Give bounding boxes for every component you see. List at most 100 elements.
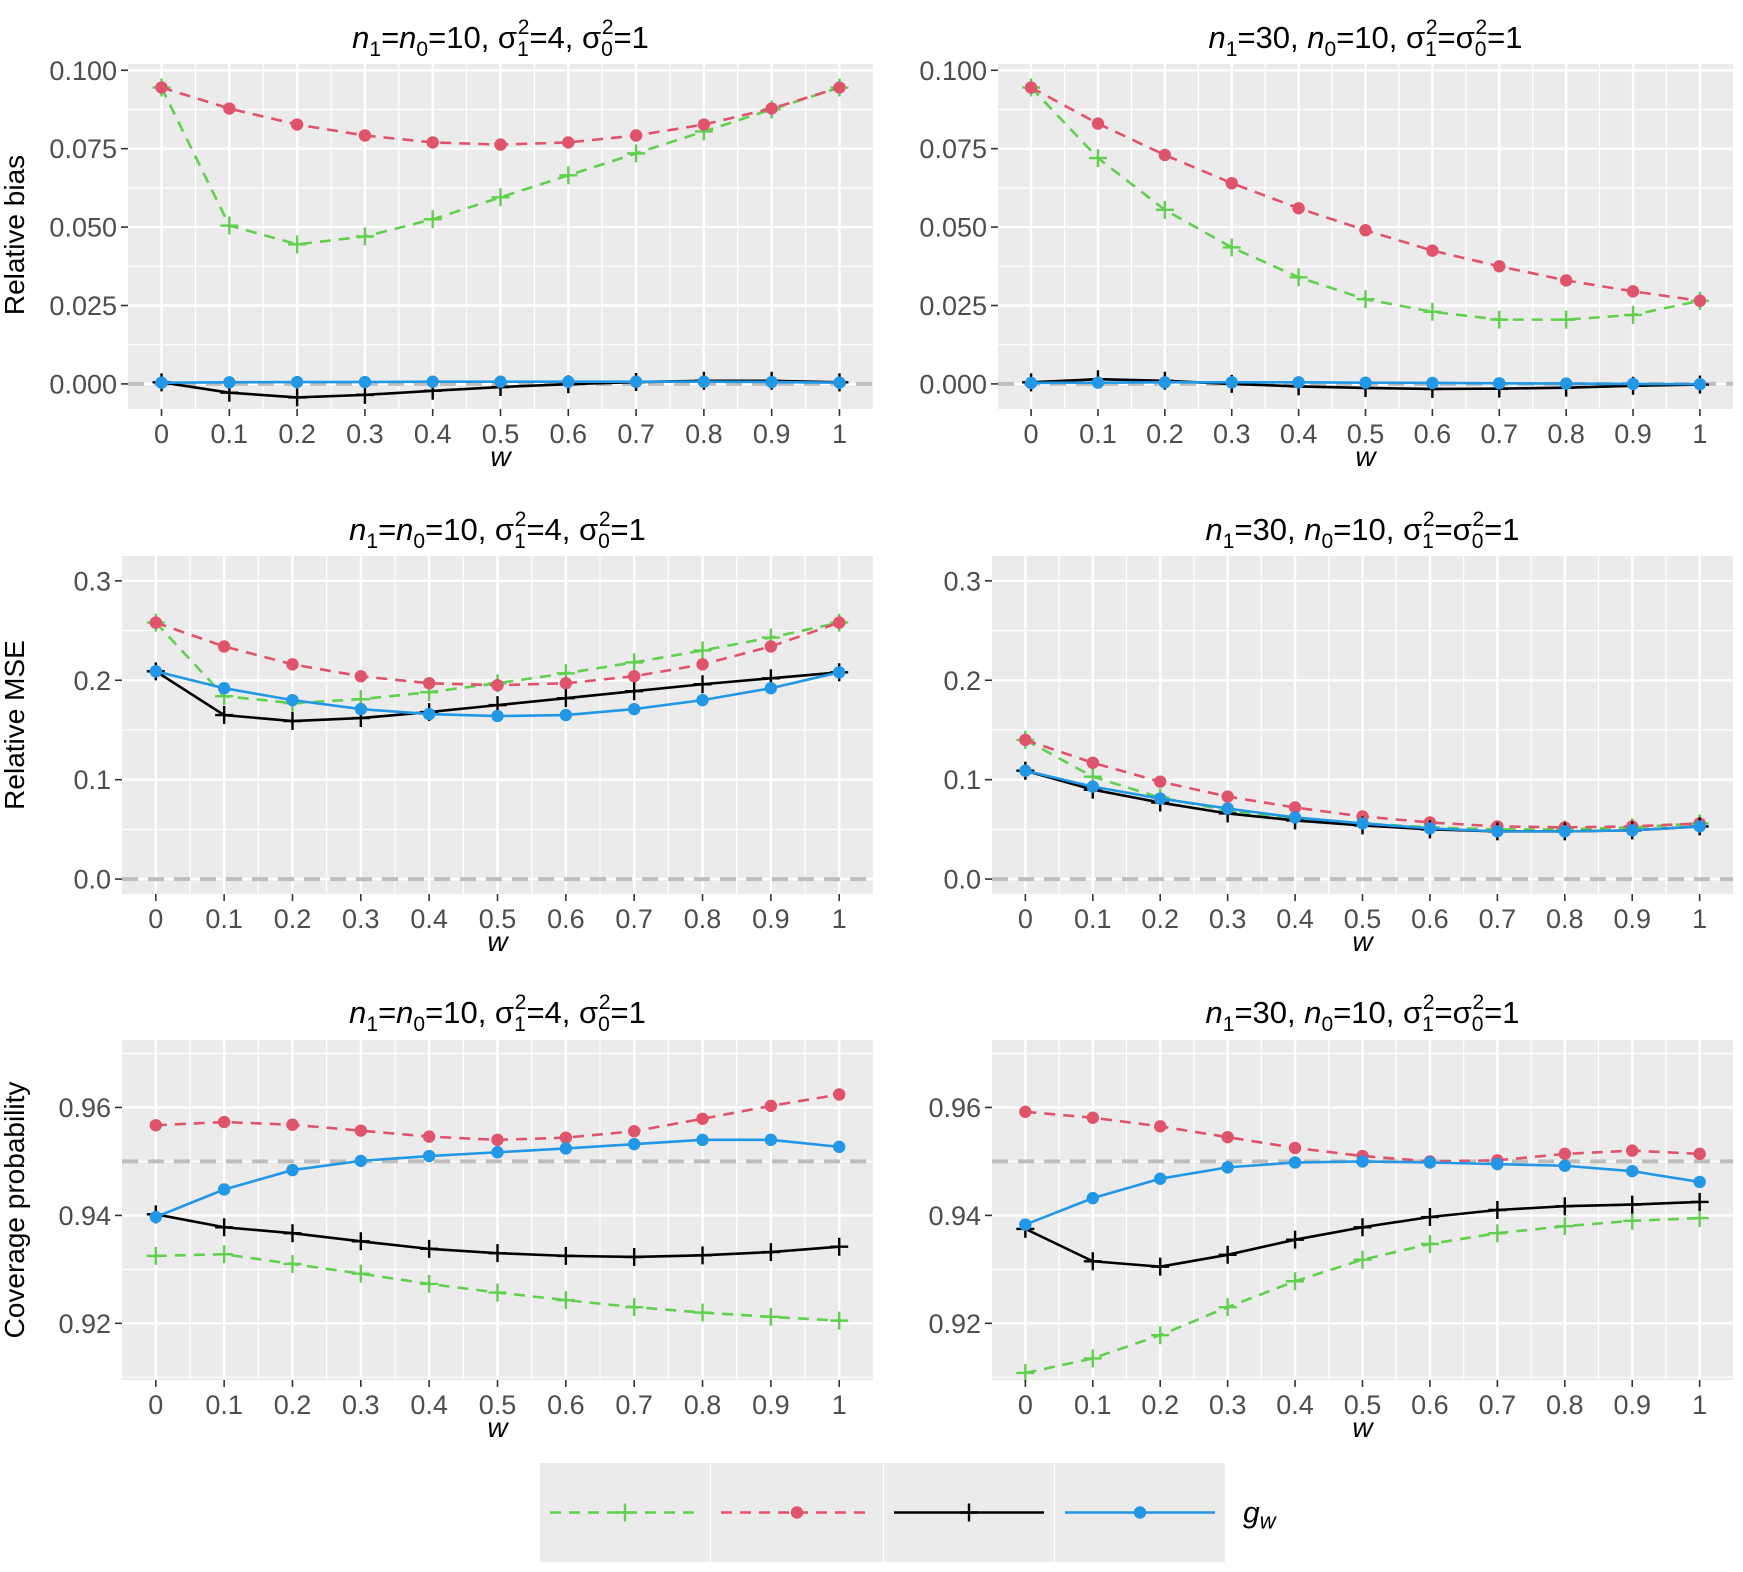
x-tick-label: 0.2 [274,904,312,934]
panel-row2-right: 0.0 0.1 0.2 0.3 0 0.1 0.2 0.3 0.4 0.5 0.6 0.7 0.8 0.9… [943,508,1733,957]
title-part: 0 [416,38,428,61]
point-marker [223,376,236,389]
point-marker [1091,117,1105,130]
title-part: 0 [1472,530,1484,553]
point-marker [1154,1172,1167,1185]
title-part: =10, σ [425,995,514,1030]
point-marker [1693,820,1706,833]
point-marker [1491,825,1504,838]
y-tick-label: 0.3 [73,566,111,596]
plus-marker [215,1245,234,1264]
title-part: n [396,995,413,1030]
title-part: =4, σ [526,512,598,547]
point-marker [223,102,236,115]
title-part: 0 [1325,38,1337,61]
point-marker [764,1133,778,1147]
point-marker [697,118,711,131]
plus-marker [1151,1326,1170,1345]
point-marker [1154,775,1167,788]
x-tick-label: 1 [832,1390,847,1420]
x-tick-label: 0.5 [482,419,520,449]
title-part: 0 [1475,38,1487,61]
title-part: =10, σ [1333,995,1422,1030]
title-part: 2 [599,508,611,531]
title-part: n [399,20,416,55]
point-marker [1626,377,1640,391]
plus-marker [1488,1224,1507,1243]
plus-marker [625,682,644,701]
panel-row1-right: 0.000 0.025 0.050 0.075 0.100 0 0.1 0.2 0.3 0.4 0.… [919,16,1733,472]
point-marker [217,1115,231,1129]
x-tick-label: 0.3 [346,419,384,449]
series-d_w-star [1022,78,1709,329]
point-marker [765,375,778,389]
plus-marker [1088,149,1107,168]
y-tick-label: 0.0 [943,865,981,895]
point-marker [629,129,643,142]
plus-marker [1218,1245,1237,1264]
y-tick-label: 0.1 [943,765,981,795]
title-part: 0 [1472,1013,1484,1036]
point-marker [286,658,299,671]
plus-marker [1624,305,1643,324]
x-tick-label: 0.8 [684,904,722,934]
point-marker [290,375,304,389]
point-marker [1019,1218,1032,1231]
x-tick-label: 0.1 [1074,1390,1112,1420]
plus-marker [693,675,712,694]
point-marker [1493,377,1506,390]
x-tick-label: 0.1 [211,419,249,449]
title-part: =30, [1234,512,1304,547]
point-marker [1292,202,1305,215]
point-marker [1024,376,1038,390]
y-tick-label: 0.92 [58,1309,111,1339]
title-part: 1 [517,38,529,61]
point-marker [155,81,168,94]
point-marker [1423,1156,1437,1169]
title-part: n [352,20,369,55]
x-tick-label: 1 [1692,419,1707,449]
point-marker [491,679,504,692]
point-marker [491,1146,504,1159]
x-axis-label: w [487,926,509,957]
x-tick-label: 0.8 [1546,904,1584,934]
point-marker [155,376,168,389]
series-d_w [149,616,846,692]
plus-marker [146,1246,165,1265]
title-part: =1 [611,995,646,1030]
x-tick-label: 0.4 [410,904,448,934]
point-marker [1019,733,1032,747]
point-marker [217,682,231,695]
title-part: =1 [1484,995,1519,1030]
title-part: =1 [611,512,646,547]
panel-title: n1=30, n0=10, σ12=σ02=1 [1206,991,1520,1036]
x-tick-label: 0.2 [274,1390,312,1420]
x-tick-label: 0.1 [1074,904,1112,934]
point-marker [290,118,304,131]
x-tick-label: 0.9 [752,1390,790,1420]
title-part: 1 [1422,530,1434,553]
point-marker [1693,1175,1706,1189]
y-tick-label: 0.0 [73,865,111,895]
plus-marker [1690,1209,1709,1228]
title-part: 0 [598,1013,610,1036]
point-marker [1086,1191,1099,1205]
title-part: =10, σ [1333,512,1422,547]
point-marker [562,136,575,149]
series-d_w [1024,81,1707,307]
title-part: 1 [514,530,526,553]
plus-marker [556,1291,575,1310]
point-marker [426,375,439,388]
title-part: 2 [1423,991,1435,1014]
title-part: 2 [1475,16,1487,39]
point-marker [833,666,846,679]
x-tick-label: 0 [1018,904,1033,934]
title-part: =10, σ [428,20,517,55]
point-marker [1693,378,1707,391]
plus-marker [488,1283,507,1302]
x-tick-label: 0.3 [1213,419,1251,449]
x-tick-label: 0.4 [1276,904,1314,934]
title-part: 1 [1223,1013,1235,1036]
x-tick-label: 0.5 [1344,1390,1382,1420]
point-marker [562,375,575,388]
